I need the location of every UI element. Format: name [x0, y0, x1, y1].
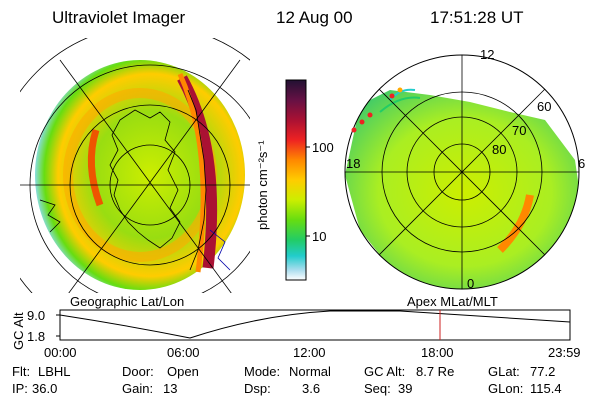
- instrument-title: Ultraviolet Imager: [52, 8, 186, 27]
- mlat-label-60: 60: [537, 99, 552, 114]
- glat-label: GLat:: [488, 364, 520, 379]
- glon-value: 115.4: [530, 381, 562, 396]
- timeline-ylabel: GC Alt: [11, 312, 26, 350]
- mlt-label-6: 6: [578, 156, 586, 171]
- mode-value: Normal: [289, 364, 331, 379]
- seq-value: 39: [398, 381, 413, 396]
- dsp-value: 3.6: [302, 381, 321, 396]
- flt-value: LBHL: [38, 364, 71, 379]
- timeline-xtick-1200: 12:00: [293, 345, 326, 360]
- mlt-label-18: 18: [346, 156, 361, 171]
- geographic-caption: Geographic Lat/Lon: [70, 294, 185, 309]
- gcalt-label: GC Alt:: [364, 364, 406, 379]
- gcalt-value: 8.7 Re: [416, 364, 455, 379]
- timeline-xtick-1800: 18:00: [421, 345, 454, 360]
- seq-label: Seq:: [364, 381, 391, 396]
- timeline-xtick-0000: 00:00: [44, 345, 77, 360]
- date-label: 12 Aug 00: [276, 8, 353, 27]
- gain-value: 13: [163, 381, 178, 396]
- ip-value: 36.0: [32, 381, 58, 396]
- ip-label: IP:: [12, 381, 28, 396]
- timeline-ytick-9: 9.0: [27, 308, 46, 323]
- mode-label: Mode:: [244, 364, 281, 379]
- timeline-xtick-2359: 23:59: [548, 345, 581, 360]
- timeline-ytick-1-8: 1.8: [27, 329, 46, 344]
- mlat-label-80: 80: [492, 142, 507, 157]
- colorbar-tick-100: 100: [312, 140, 334, 155]
- glon-label: GLon:: [488, 381, 524, 396]
- mlt-label-0: 0: [467, 276, 475, 291]
- flt-label: Flt:: [12, 364, 31, 379]
- glat-value: 77.2: [530, 364, 556, 379]
- dsp-label: Dsp:: [244, 381, 271, 396]
- apex-caption: Apex MLat/MLT: [407, 294, 498, 309]
- door-value: Open: [167, 364, 199, 379]
- door-label: Door:: [122, 364, 154, 379]
- time-label: 17:51:28 UT: [430, 8, 524, 27]
- mlt-label-12: 12: [480, 47, 495, 62]
- colorbar-tick-10: 10: [312, 229, 327, 244]
- gain-label: Gain:: [122, 381, 154, 396]
- timeline-xtick-0600: 06:00: [167, 345, 200, 360]
- mlat-label-70: 70: [512, 123, 527, 138]
